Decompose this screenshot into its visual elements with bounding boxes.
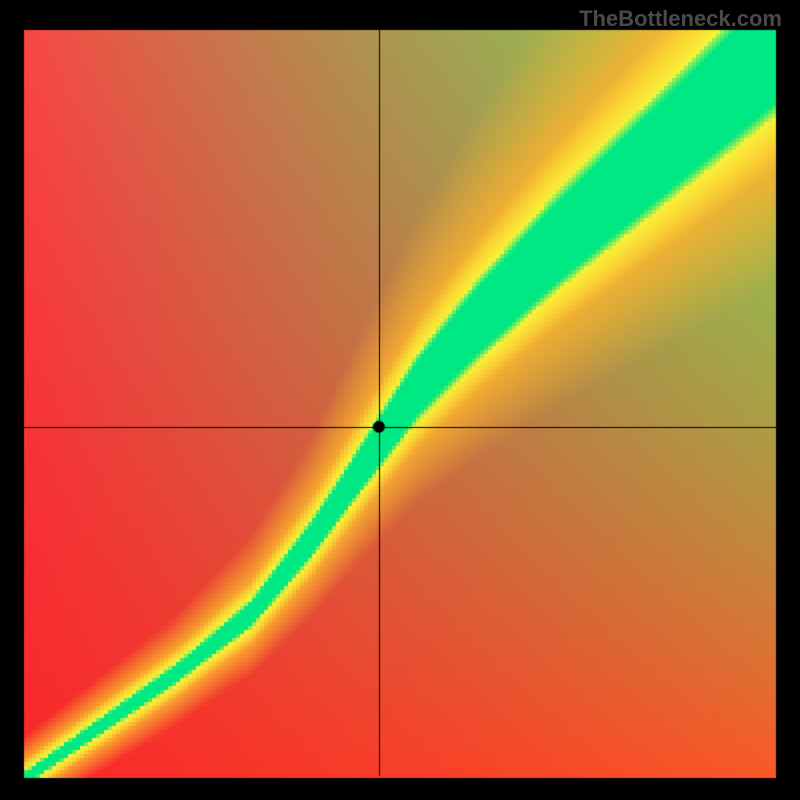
bottleneck-heatmap (0, 0, 800, 800)
watermark-text: TheBottleneck.com (579, 6, 782, 32)
